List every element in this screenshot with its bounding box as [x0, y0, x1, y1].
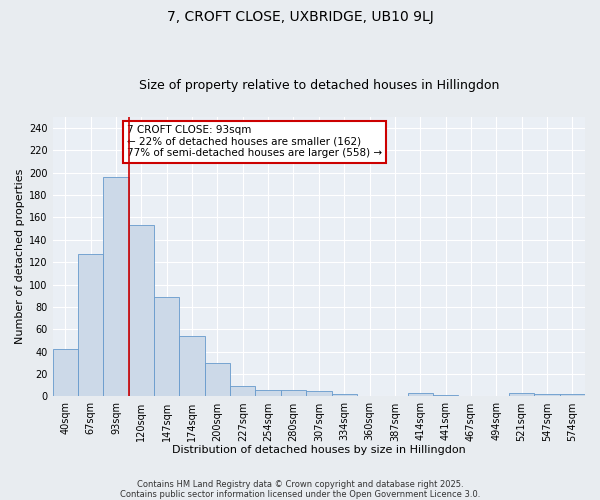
Y-axis label: Number of detached properties: Number of detached properties	[15, 169, 25, 344]
Bar	[179, 336, 205, 396]
Text: Contains HM Land Registry data © Crown copyright and database right 2025.
Contai: Contains HM Land Registry data © Crown c…	[120, 480, 480, 499]
Bar	[535, 394, 560, 396]
Text: 7 CROFT CLOSE: 93sqm
← 22% of detached houses are smaller (162)
77% of semi-deta: 7 CROFT CLOSE: 93sqm ← 22% of detached h…	[127, 125, 382, 158]
Bar	[78, 254, 103, 396]
Bar	[281, 390, 306, 396]
X-axis label: Distribution of detached houses by size in Hillingdon: Distribution of detached houses by size …	[172, 445, 466, 455]
Bar	[407, 393, 433, 396]
Bar	[560, 394, 585, 396]
Bar	[256, 390, 281, 396]
Bar	[509, 393, 535, 396]
Bar	[230, 386, 256, 396]
Bar	[205, 363, 230, 396]
Bar	[154, 297, 179, 396]
Bar	[129, 226, 154, 396]
Bar	[53, 350, 78, 397]
Bar	[103, 177, 129, 396]
Bar	[306, 391, 332, 396]
Text: 7, CROFT CLOSE, UXBRIDGE, UB10 9LJ: 7, CROFT CLOSE, UXBRIDGE, UB10 9LJ	[167, 10, 433, 24]
Bar	[332, 394, 357, 396]
Title: Size of property relative to detached houses in Hillingdon: Size of property relative to detached ho…	[139, 79, 499, 92]
